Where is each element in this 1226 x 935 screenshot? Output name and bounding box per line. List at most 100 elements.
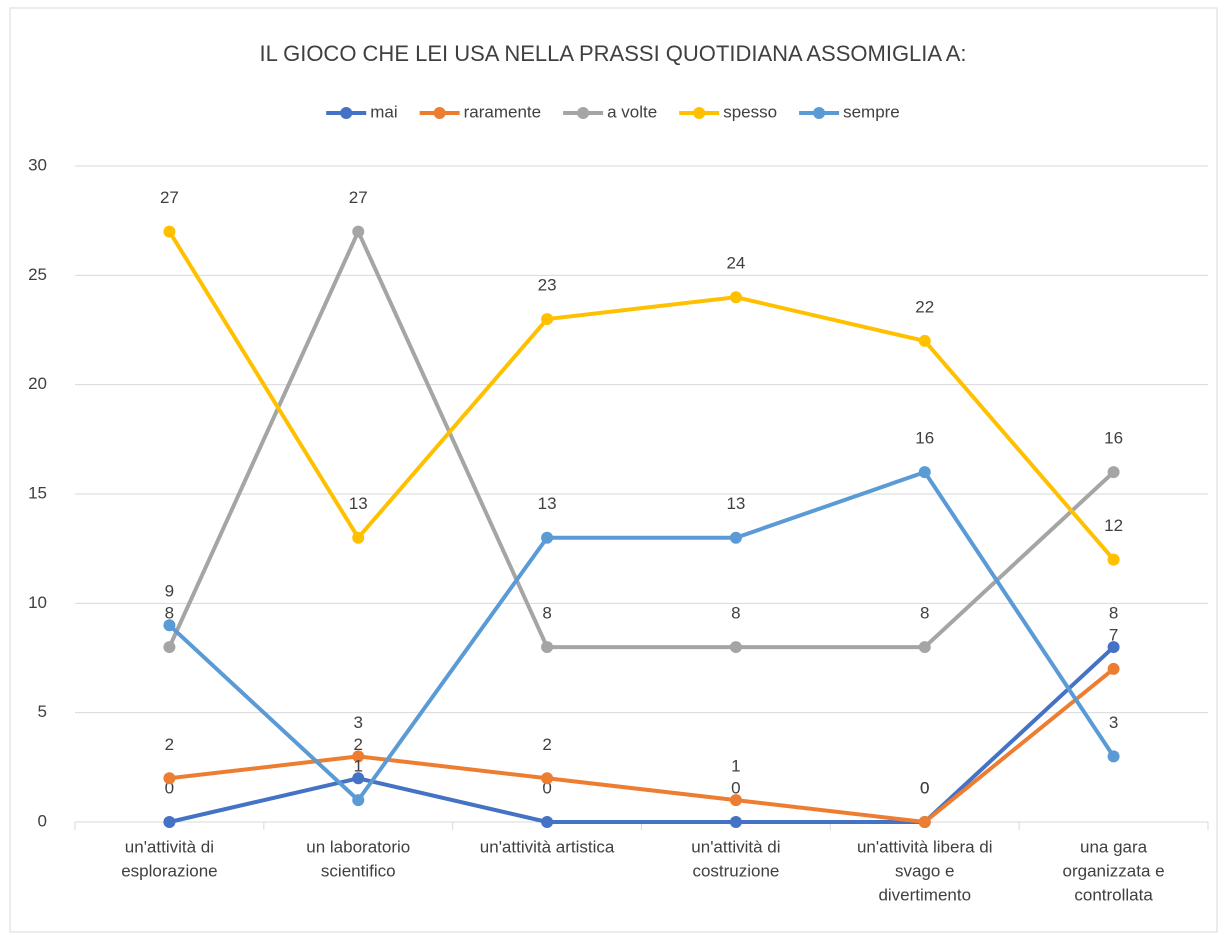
point [352, 750, 365, 763]
point [918, 334, 931, 347]
x-tick-label: controllata [1074, 885, 1153, 904]
point [541, 531, 554, 544]
data-label: 0 [542, 778, 551, 797]
y-tick-label: 30 [28, 155, 47, 174]
x-tick-label: organizzata e [1063, 861, 1165, 880]
legend-marker [433, 107, 446, 119]
x-tick-label: esplorazione [121, 861, 217, 880]
series-line [168, 470, 1116, 803]
legend-item: raramente [419, 102, 541, 121]
point [352, 531, 365, 544]
series-line [168, 645, 1115, 824]
data-label: 13 [349, 494, 368, 513]
data-label: 8 [165, 604, 174, 623]
point [352, 794, 365, 807]
data-label: 16 [1104, 429, 1123, 448]
data-label: 7 [1109, 625, 1118, 644]
x-tick-label: un'attività libera di [857, 837, 993, 856]
point [918, 466, 931, 479]
chart-border [9, 7, 1218, 933]
x-tick-label: scientifico [321, 861, 396, 880]
data-label: 22 [915, 297, 934, 316]
point [1107, 466, 1120, 479]
point [541, 641, 554, 654]
legend-item: sempre [799, 102, 900, 121]
x-tick-label: un'attività di [691, 837, 780, 856]
x-tick-label: una gara [1080, 837, 1148, 856]
point [918, 641, 931, 654]
data-label: 12 [1104, 516, 1123, 535]
y-tick-label: 15 [28, 483, 47, 502]
point [729, 641, 742, 654]
legend-marker [577, 107, 590, 119]
series-line [167, 230, 1116, 561]
data-label: 0 [920, 778, 929, 797]
y-tick-label: 20 [28, 374, 47, 393]
data-label: 1 [354, 757, 363, 776]
x-tick-label: costruzione [692, 861, 779, 880]
x-tick-label: divertimento [878, 885, 971, 904]
data-label: 8 [731, 604, 740, 623]
x-tick-label: un'attività di [125, 837, 214, 856]
point [1107, 662, 1120, 675]
point [163, 816, 176, 828]
data-label: 0 [731, 778, 740, 797]
point [729, 816, 742, 828]
legend-label: raramente [464, 102, 541, 121]
point [729, 531, 742, 544]
legend-marker [693, 107, 706, 119]
series-line [167, 229, 1115, 650]
y-tick-label: 0 [38, 811, 47, 830]
data-label: 13 [726, 494, 745, 513]
data-label: 8 [1109, 604, 1118, 623]
point [163, 772, 176, 785]
point [541, 816, 554, 828]
legend-label: a volte [607, 102, 657, 121]
data-label: 2 [542, 735, 551, 754]
data-label: 24 [726, 254, 745, 273]
x-tick-label: svago e [895, 861, 955, 880]
legend-label: spesso [723, 102, 777, 121]
point [352, 772, 365, 785]
data-label: 1 [731, 757, 740, 776]
point [918, 816, 931, 828]
point [1107, 641, 1120, 654]
chart-title: IL GIOCO CHE LEI USA NELLA PRASSI QUOTID… [259, 41, 966, 66]
point [1107, 750, 1120, 763]
data-label: 3 [1109, 713, 1118, 732]
x-tick-label: un laboratorio [306, 837, 410, 856]
point [163, 225, 176, 238]
data-label: 27 [160, 188, 179, 207]
y-tick-label: 10 [28, 593, 47, 612]
legend-item: mai [326, 102, 398, 121]
data-label: 2 [354, 735, 363, 754]
legend-item: spesso [679, 102, 777, 121]
data-label: 9 [165, 582, 174, 601]
point [352, 225, 365, 238]
legend-marker [340, 107, 353, 119]
point [163, 619, 176, 632]
data-label: 27 [349, 188, 368, 207]
series-line [169, 667, 1115, 824]
data-label: 0 [165, 778, 174, 797]
point [1107, 553, 1120, 566]
point [541, 313, 554, 326]
data-label: 2 [165, 735, 174, 754]
legend-marker [813, 107, 826, 119]
point [163, 641, 176, 654]
legend-label: mai [370, 102, 397, 121]
x-tick-label: un'attività artistica [480, 837, 615, 856]
legend-label: sempre [843, 102, 900, 121]
point [729, 291, 742, 304]
data-label: 8 [920, 604, 929, 623]
data-label: 8 [542, 604, 551, 623]
y-tick-label: 5 [38, 702, 47, 721]
point [541, 772, 554, 785]
data-label: 13 [538, 494, 557, 513]
data-label: 23 [538, 276, 557, 295]
y-tick-label: 25 [28, 265, 47, 284]
data-label: 16 [915, 429, 934, 448]
data-label: 3 [354, 713, 363, 732]
data-label: 0 [920, 778, 929, 797]
